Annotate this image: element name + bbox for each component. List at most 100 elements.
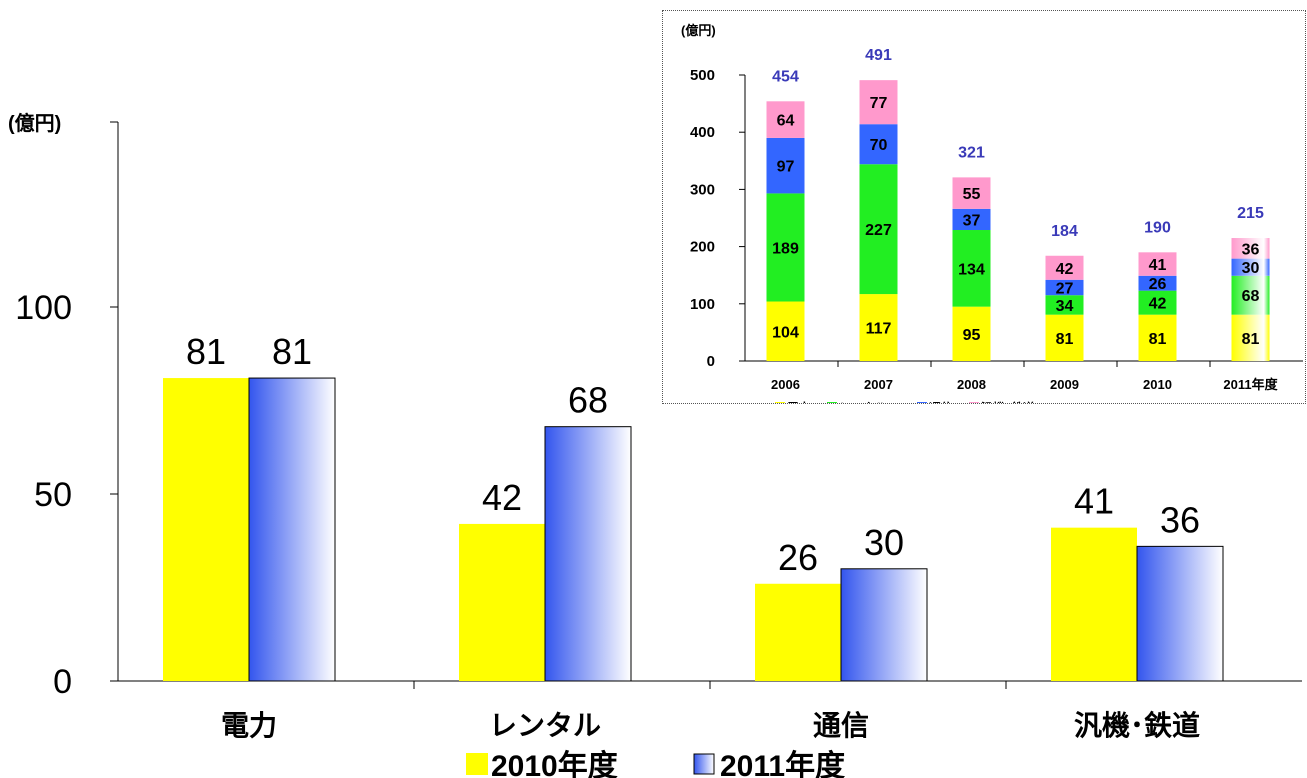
inset-segment-label: 26 bbox=[1149, 276, 1167, 293]
y-tick-label: 100 bbox=[15, 289, 72, 327]
inset-legend-label: 汎機･鉄道 bbox=[981, 400, 1035, 403]
data-label: 41 bbox=[1074, 481, 1114, 522]
data-label: 36 bbox=[1160, 499, 1200, 540]
inset-segment-汎機･鉄道 bbox=[859, 80, 898, 125]
inset-segment-label: 81 bbox=[1149, 331, 1167, 348]
bar-2011年度 bbox=[1136, 545, 1224, 682]
inset-y-tick-label: 0 bbox=[707, 353, 715, 370]
inset-segment-label: 42 bbox=[1056, 261, 1074, 278]
legend-label: 2010年度 bbox=[491, 750, 618, 778]
inset-y-tick-label: 200 bbox=[690, 239, 715, 256]
x-category-label: 電力 bbox=[221, 710, 277, 741]
inset-legend-swatch bbox=[827, 402, 837, 412]
x-category-label: 汎機･鉄道 bbox=[1074, 709, 1200, 741]
inset-y-tick-label: 500 bbox=[690, 67, 715, 84]
inset-segment-汎機･鉄道 bbox=[1045, 255, 1084, 280]
inset-segment-label: 95 bbox=[963, 327, 981, 344]
inset-x-category-label: 2006 bbox=[771, 377, 800, 392]
data-label: 81 bbox=[272, 331, 312, 372]
inset-segment-レンタル bbox=[952, 230, 991, 307]
inset-segment-通信 bbox=[1045, 279, 1084, 296]
main-bar-chart: (億円) 0 50 100 81 81 電力 42 68 レンタル 26 30 通信 41 36 汎機･鉄道 2… bbox=[8, 111, 1302, 778]
inset-x-category-label: 2007 bbox=[864, 377, 893, 392]
inset-stacked-chart: (億円) 0 100 200 300 400 500 104 189 97 64 454 2006 117… bbox=[681, 23, 1303, 422]
inset-segment-label: 117 bbox=[866, 321, 892, 338]
inset-segment-label: 70 bbox=[870, 137, 888, 154]
bar-2011年度 bbox=[840, 568, 928, 682]
inset-total-label: 491 bbox=[865, 47, 892, 64]
inset-segment-汎機･鉄道 bbox=[1138, 252, 1177, 276]
inset-segment-レンタル bbox=[766, 193, 805, 302]
inset-chart-frame: (億円) 0 100 200 300 400 500 104 189 97 64 454 2006 117… bbox=[662, 10, 1306, 422]
y-tick-label: 0 bbox=[53, 663, 72, 701]
inset-total-label: 184 bbox=[1051, 223, 1078, 240]
inset-x-category-label: 2011年度 bbox=[1223, 377, 1278, 392]
data-label: 30 bbox=[864, 522, 904, 563]
inset-segment-電力 bbox=[1231, 314, 1270, 361]
inset-segment-通信 bbox=[1138, 275, 1177, 291]
inset-segment-通信 bbox=[766, 137, 805, 194]
inset-segment-通信 bbox=[1231, 258, 1270, 276]
inset-legend-swatch bbox=[969, 402, 979, 412]
inset-segment-レンタル bbox=[1231, 275, 1270, 315]
inset-segment-label: 55 bbox=[963, 186, 981, 203]
bar-2010年度 bbox=[163, 378, 249, 681]
bar-2010年度 bbox=[459, 523, 545, 681]
inset-segment-電力 bbox=[766, 301, 805, 361]
inset-x-category-label: 2010 bbox=[1143, 377, 1172, 392]
inset-legend-swatch bbox=[917, 402, 927, 412]
inset-total-label: 215 bbox=[1237, 205, 1264, 222]
inset-segment-汎機･鉄道 bbox=[1231, 238, 1270, 259]
inset-segment-label: 36 bbox=[1242, 241, 1260, 258]
inset-segment-label: 27 bbox=[1056, 280, 1074, 297]
inset-segment-通信 bbox=[952, 208, 991, 231]
inset-segment-label: 104 bbox=[772, 324, 799, 341]
inset-segment-label: 37 bbox=[963, 212, 981, 229]
inset-y-unit-label: (億円) bbox=[681, 23, 716, 38]
inset-legend-label: 電力 bbox=[787, 400, 811, 403]
inset-legend-label: 通信 bbox=[929, 400, 953, 403]
inset-segment-label: 189 bbox=[772, 240, 799, 257]
inset-total-label: 190 bbox=[1144, 219, 1171, 236]
inset-y-tick-label: 400 bbox=[690, 124, 715, 141]
inset-legend: 電力 レンタル 通信 汎機･鉄道 bbox=[775, 400, 1035, 415]
inset-segment-label: 97 bbox=[777, 159, 795, 176]
inset-segment-label: 81 bbox=[1242, 331, 1260, 348]
inset-segment-label: 30 bbox=[1242, 260, 1260, 277]
legend-swatch-2011 bbox=[693, 753, 715, 775]
inset-segment-レンタル bbox=[1138, 290, 1177, 315]
inset-segment-汎機･鉄道 bbox=[766, 101, 805, 138]
inset-segment-電力 bbox=[1138, 314, 1177, 361]
data-label: 26 bbox=[778, 537, 818, 578]
inset-segment-label: 68 bbox=[1242, 288, 1260, 305]
inset-segment-電力 bbox=[1045, 314, 1084, 361]
inset-segment-電力 bbox=[952, 306, 991, 361]
inset-segment-通信 bbox=[859, 124, 898, 165]
bar-2010年度 bbox=[755, 583, 841, 681]
inset-segment-label: 64 bbox=[777, 113, 795, 130]
bar-2010年度 bbox=[1051, 527, 1137, 681]
data-label: 42 bbox=[482, 477, 522, 518]
bar-2011年度 bbox=[248, 377, 336, 682]
inset-legend-label: レンタル bbox=[839, 401, 887, 403]
inset-segment-レンタル bbox=[859, 164, 898, 295]
inset-segment-label: 227 bbox=[865, 222, 892, 239]
inset-segment-電力 bbox=[859, 294, 898, 361]
inset-segment-label: 77 bbox=[870, 95, 888, 112]
inset-x-category-label: 2009 bbox=[1050, 377, 1079, 392]
inset-segment-label: 42 bbox=[1149, 296, 1167, 313]
data-label: 81 bbox=[186, 331, 226, 372]
inset-segment-汎機･鉄道 bbox=[952, 177, 991, 209]
inset-y-tick-label: 300 bbox=[690, 181, 715, 198]
inset-total-label: 454 bbox=[772, 68, 799, 85]
inset-segment-label: 34 bbox=[1056, 298, 1074, 315]
y-unit-label: (億円) bbox=[8, 111, 61, 135]
inset-legend-swatch bbox=[775, 402, 785, 412]
legend-label: 2011年度 bbox=[720, 750, 845, 778]
inset-segment-レンタル bbox=[1045, 295, 1084, 315]
inset-segment-label: 81 bbox=[1056, 331, 1074, 348]
x-category-label: 通信 bbox=[813, 710, 869, 741]
inset-total-label: 321 bbox=[958, 144, 985, 161]
inset-segment-label: 134 bbox=[958, 261, 985, 278]
